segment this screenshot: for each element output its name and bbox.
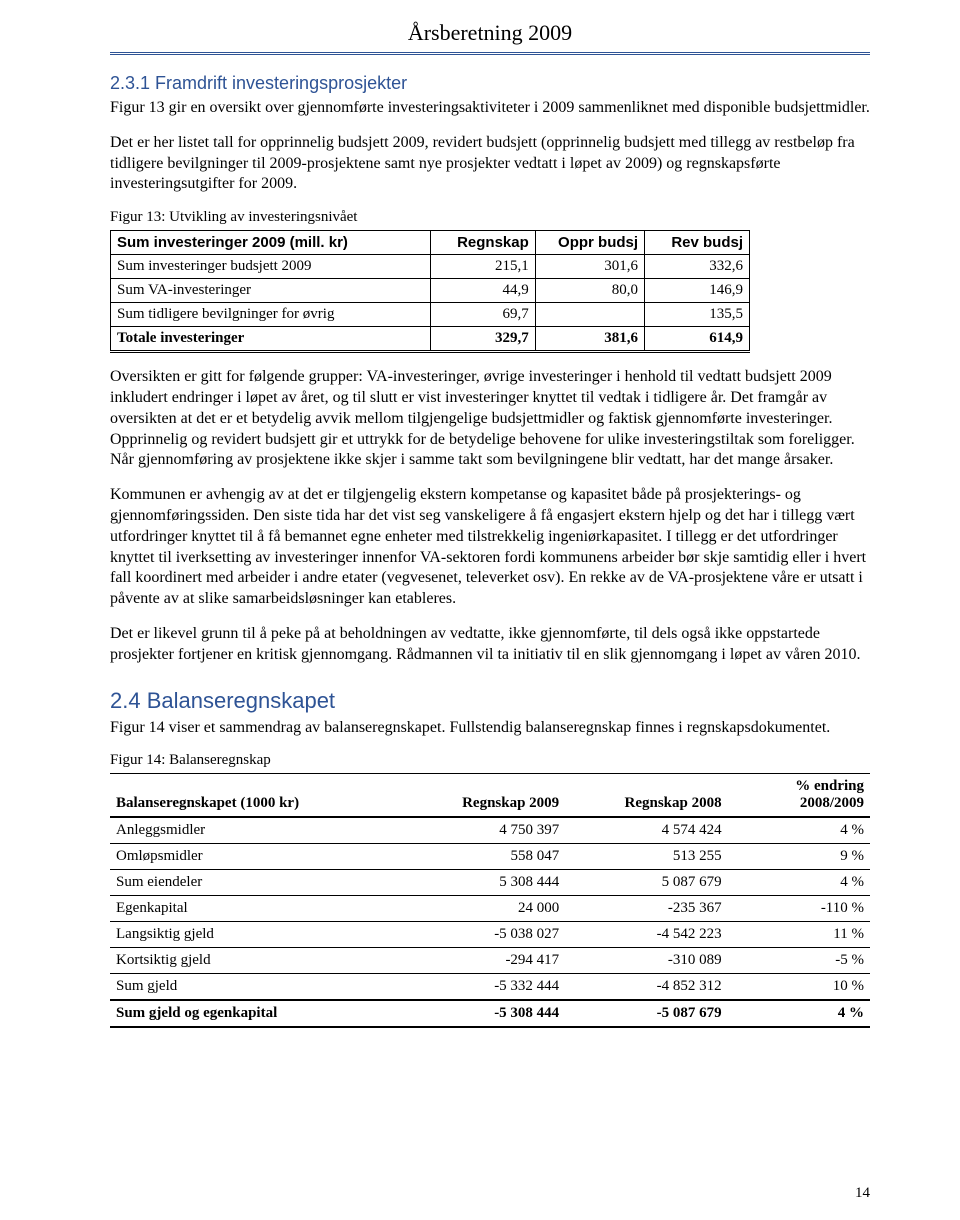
paragraph: Figur 13 gir en oversikt over gjennomfør… (110, 98, 870, 119)
table-row: Langsiktig gjeld -5 038 027 -4 542 223 1… (110, 922, 870, 948)
cell: 10 % (728, 974, 870, 1001)
col-header: % endring 2008/2009 (728, 774, 870, 818)
table-row: Sum VA-investeringer 44,9 80,0 146,9 (111, 279, 750, 303)
table-total-row: Totale investeringer 329,7 381,6 614,9 (111, 327, 750, 352)
table-row: Omløpsmidler 558 047 513 255 9 % (110, 844, 870, 870)
table-row: Anleggsmidler 4 750 397 4 574 424 4 % (110, 817, 870, 844)
cell: 301,6 (535, 255, 644, 279)
cell: Sum gjeld (110, 974, 403, 1001)
cell: Sum tidligere bevilgninger for øvrig (111, 303, 431, 327)
table-row: Sum gjeld -5 332 444 -4 852 312 10 % (110, 974, 870, 1001)
cell: Sum VA-investeringer (111, 279, 431, 303)
cell: 69,7 (430, 303, 535, 327)
table-row: Egenkapital 24 000 -235 367 -110 % (110, 896, 870, 922)
col-header: Rev budsj (645, 231, 750, 255)
cell: -5 308 444 (403, 1000, 565, 1027)
section-heading-231: 2.3.1 Framdrift investeringsprosjekter (110, 73, 870, 94)
col-header: Sum investeringer 2009 (mill. kr) (111, 231, 431, 255)
cell: 614,9 (645, 327, 750, 352)
paragraph: Det er her listet tall for opprinnelig b… (110, 133, 870, 195)
col-header: Regnskap 2008 (565, 774, 727, 818)
cell: Kortsiktig gjeld (110, 948, 403, 974)
cell: -294 417 (403, 948, 565, 974)
col-header: Balanseregnskapet (1000 kr) (110, 774, 403, 818)
cell: Sum eiendeler (110, 870, 403, 896)
cell: 44,9 (430, 279, 535, 303)
cell: 558 047 (403, 844, 565, 870)
cell: 146,9 (645, 279, 750, 303)
section-heading-24: 2.4 Balanseregnskapet (110, 688, 870, 714)
cell: 4 % (728, 1000, 870, 1027)
cell: Sum gjeld og egenkapital (110, 1000, 403, 1027)
cell: 513 255 (565, 844, 727, 870)
cell: 80,0 (535, 279, 644, 303)
cell: 11 % (728, 922, 870, 948)
cell: -5 038 027 (403, 922, 565, 948)
table-header-row: Sum investeringer 2009 (mill. kr) Regnsk… (111, 231, 750, 255)
cell: -235 367 (565, 896, 727, 922)
cell: 329,7 (430, 327, 535, 352)
cell: 332,6 (645, 255, 750, 279)
cell: -110 % (728, 896, 870, 922)
cell: 5 087 679 (565, 870, 727, 896)
cell: -310 089 (565, 948, 727, 974)
cell: -5 087 679 (565, 1000, 727, 1027)
table-row: Sum eiendeler 5 308 444 5 087 679 4 % (110, 870, 870, 896)
cell: Totale investeringer (111, 327, 431, 352)
paragraph: Det er likevel grunn til å peke på at be… (110, 624, 870, 666)
cell: 4 750 397 (403, 817, 565, 844)
cell: 135,5 (645, 303, 750, 327)
page-number: 14 (855, 1185, 870, 1202)
cell: -4 542 223 (565, 922, 727, 948)
table-row: Sum investeringer budsjett 2009 215,1 30… (111, 255, 750, 279)
cell: Egenkapital (110, 896, 403, 922)
cell: Anleggsmidler (110, 817, 403, 844)
cell (535, 303, 644, 327)
cell: Sum investeringer budsjett 2009 (111, 255, 431, 279)
cell: -5 % (728, 948, 870, 974)
cell: Langsiktig gjeld (110, 922, 403, 948)
col-header: Regnskap 2009 (403, 774, 565, 818)
col-header: Oppr budsj (535, 231, 644, 255)
table-row: Kortsiktig gjeld -294 417 -310 089 -5 % (110, 948, 870, 974)
cell: -4 852 312 (565, 974, 727, 1001)
cell: 4 % (728, 817, 870, 844)
cell: Omløpsmidler (110, 844, 403, 870)
table-row: Sum tidligere bevilgninger for øvrig 69,… (111, 303, 750, 327)
table-caption: Figur 14: Balanseregnskap (110, 752, 870, 769)
table-header-row: Balanseregnskapet (1000 kr) Regnskap 200… (110, 774, 870, 818)
header-divider (110, 52, 870, 55)
cell: 381,6 (535, 327, 644, 352)
cell: 4 574 424 (565, 817, 727, 844)
table-figur14: Balanseregnskapet (1000 kr) Regnskap 200… (110, 773, 870, 1028)
cell: 5 308 444 (403, 870, 565, 896)
col-header: Regnskap (430, 231, 535, 255)
table-figur13: Sum investeringer 2009 (mill. kr) Regnsk… (110, 230, 750, 353)
cell: 24 000 (403, 896, 565, 922)
table-caption: Figur 13: Utvikling av investeringsnivåe… (110, 209, 870, 226)
paragraph: Oversikten er gitt for følgende grupper:… (110, 367, 870, 471)
page: Årsberetning 2009 2.3.1 Framdrift invest… (0, 0, 960, 1220)
cell: 4 % (728, 870, 870, 896)
page-header-title: Årsberetning 2009 (110, 20, 870, 46)
cell: -5 332 444 (403, 974, 565, 1001)
paragraph: Kommunen er avhengig av at det er tilgje… (110, 485, 870, 610)
cell: 9 % (728, 844, 870, 870)
table-total-row: Sum gjeld og egenkapital -5 308 444 -5 0… (110, 1000, 870, 1027)
cell: 215,1 (430, 255, 535, 279)
paragraph: Figur 14 viser et sammendrag av balanser… (110, 718, 870, 739)
